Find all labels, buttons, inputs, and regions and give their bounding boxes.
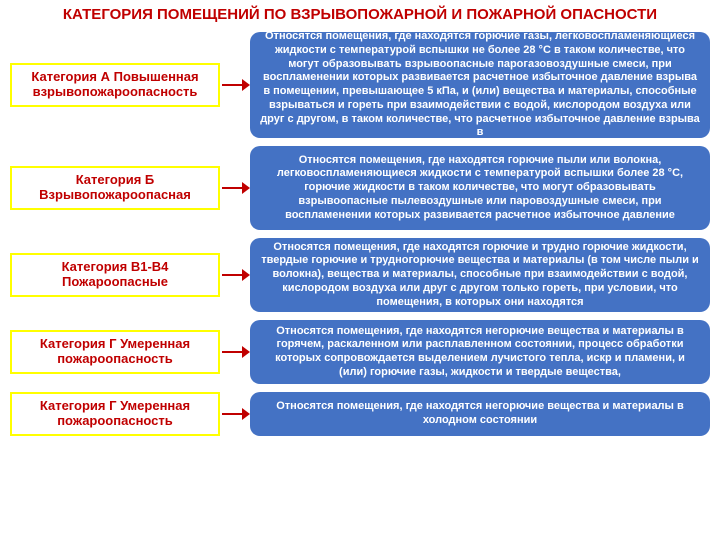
description-box: Относятся помещения, где находятся негор…: [250, 320, 710, 384]
category-box: Категория А Повышенная взрывопожароопасн…: [10, 63, 220, 107]
description-box: Относятся помещения, где находятся горюч…: [250, 238, 710, 312]
rows-container: Категория А Повышенная взрывопожароопасн…: [0, 32, 720, 436]
category-row: Категория Г Умеренная пожароопасность Отн…: [10, 392, 710, 436]
category-row: Категория В1-В4 Пожароопасные Относятся п…: [10, 238, 710, 312]
category-box: Категория В1-В4 Пожароопасные: [10, 253, 220, 297]
description-box: Относятся помещения, где находятся горюч…: [250, 146, 710, 230]
category-box: Категория Г Умеренная пожароопасность: [10, 392, 220, 436]
arrow-icon: [222, 406, 250, 422]
category-box: Категория Б Взрывопожароопасная: [10, 166, 220, 210]
category-row: Категория Б Взрывопожароопасная Относятся…: [10, 146, 710, 230]
page-title: КАТЕГОРИЯ ПОМЕЩЕНИЙ ПО ВЗРЫВОПОЖАРНОЙ И …: [0, 0, 720, 28]
arrow-icon: [222, 267, 250, 283]
arrow-icon: [222, 344, 250, 360]
arrow-icon: [222, 77, 250, 93]
category-box: Категория Г Умеренная пожароопасность: [10, 330, 220, 374]
category-row: Категория А Повышенная взрывопожароопасн…: [10, 32, 710, 138]
description-box: Относятся помещения, где находятся негор…: [250, 392, 710, 436]
description-box: Относятся помещения, где находятся горюч…: [250, 32, 710, 138]
arrow-icon: [222, 180, 250, 196]
category-row: Категория Г Умеренная пожароопасность Отн…: [10, 320, 710, 384]
